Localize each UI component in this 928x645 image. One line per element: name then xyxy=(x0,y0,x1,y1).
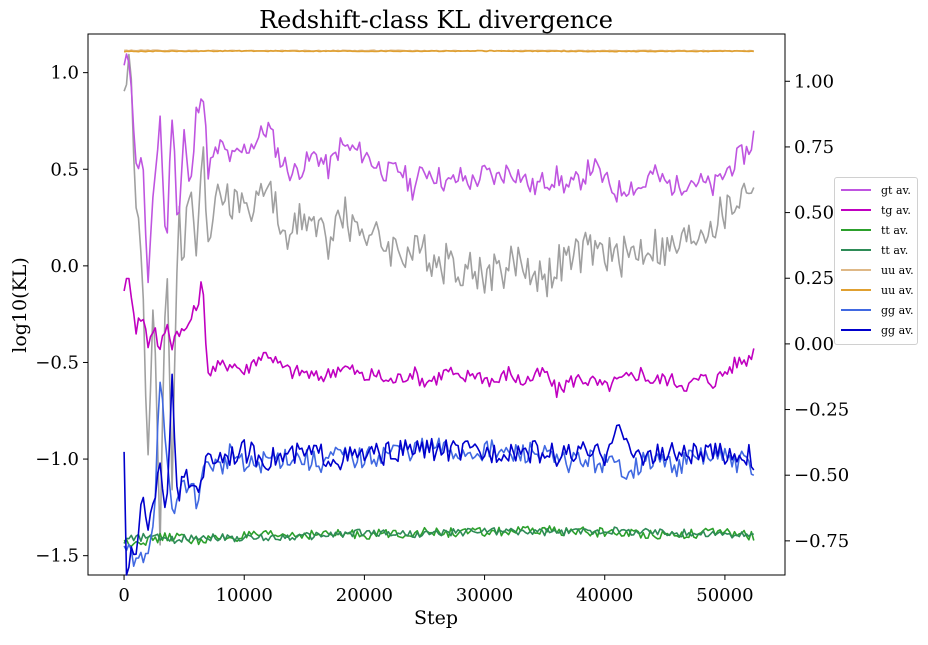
legend-swatch xyxy=(841,189,871,191)
legend-label: uu av. xyxy=(881,263,914,277)
left-y-axis-ticks: −1.5 −1.0 −0.5 0.0 0.5 1.0 xyxy=(35,63,88,567)
left-y-tick-label: 0.0 xyxy=(50,256,79,277)
series-layer xyxy=(123,49,755,576)
x-tick-label: 0 xyxy=(118,585,129,606)
legend-item: tt av. xyxy=(841,222,917,238)
legend-swatch xyxy=(841,309,871,311)
x-tick-label: 30000 xyxy=(456,585,513,606)
legend-label: gg av. xyxy=(881,323,914,337)
left-y-tick-label: −1.0 xyxy=(35,449,79,470)
series-line xyxy=(123,525,755,548)
left-y-tick-label: −0.5 xyxy=(35,352,79,373)
legend-label: tt av. xyxy=(881,223,909,237)
series-line xyxy=(123,49,754,53)
right-y-tick-label: 0.25 xyxy=(794,268,834,289)
right-y-tick-label: −0.25 xyxy=(794,400,849,421)
legend-label: uu av. xyxy=(881,283,914,297)
legend-swatch xyxy=(841,229,871,231)
series-line xyxy=(123,381,755,568)
left-y-tick-label: 1.0 xyxy=(50,63,79,84)
x-axis-label: Step xyxy=(414,607,458,629)
plot-frame xyxy=(87,33,786,576)
right-y-tick-label: −0.75 xyxy=(794,531,849,552)
x-tick-label: 20000 xyxy=(336,585,393,606)
right-y-tick-label: 0.75 xyxy=(794,137,834,158)
legend-item: tg av. xyxy=(841,202,917,218)
chart-title: Redshift-class KL divergence xyxy=(259,6,613,34)
series-line xyxy=(123,526,755,545)
x-tick-label: 50000 xyxy=(696,585,753,606)
right-y-tick-label: 1.00 xyxy=(794,71,834,92)
legend-label: tg av. xyxy=(881,203,911,217)
right-y-axis-ticks: −0.75 −0.50 −0.25 0.00 0.25 0.50 0.75 1.00 xyxy=(785,71,849,552)
right-y-tick-label: −0.50 xyxy=(794,465,849,486)
legend: gt av. tg av. tt av. tt av. uu av. uu av… xyxy=(834,177,918,345)
legend-swatch xyxy=(841,289,871,291)
legend-item: uu av. xyxy=(841,282,917,298)
legend-swatch xyxy=(841,249,871,251)
legend-label: gt av. xyxy=(881,183,911,197)
legend-swatch xyxy=(841,269,871,271)
legend-item: gg av. xyxy=(841,322,917,338)
series-line xyxy=(123,277,755,399)
legend-swatch xyxy=(841,209,871,211)
legend-item: gg av. xyxy=(841,302,917,318)
legend-item: tt av. xyxy=(841,242,917,258)
y-axis-label: log10(KL) xyxy=(9,257,31,353)
legend-item: uu av. xyxy=(841,262,917,278)
x-tick-label: 40000 xyxy=(576,585,633,606)
series-line xyxy=(123,53,755,284)
right-y-tick-label: 0.50 xyxy=(794,203,834,224)
left-y-tick-label: 0.5 xyxy=(50,159,79,180)
left-y-tick-label: −1.5 xyxy=(35,546,79,567)
series-line xyxy=(123,373,755,576)
x-axis-ticks: 0 10000 20000 30000 40000 50000 xyxy=(118,575,754,606)
legend-label: gg av. xyxy=(881,303,914,317)
legend-swatch xyxy=(841,329,871,331)
x-tick-label: 10000 xyxy=(216,585,273,606)
legend-item: gt av. xyxy=(841,182,917,198)
right-y-tick-label: 0.00 xyxy=(794,334,834,355)
legend-label: tt av. xyxy=(881,243,909,257)
series-line xyxy=(123,53,755,546)
